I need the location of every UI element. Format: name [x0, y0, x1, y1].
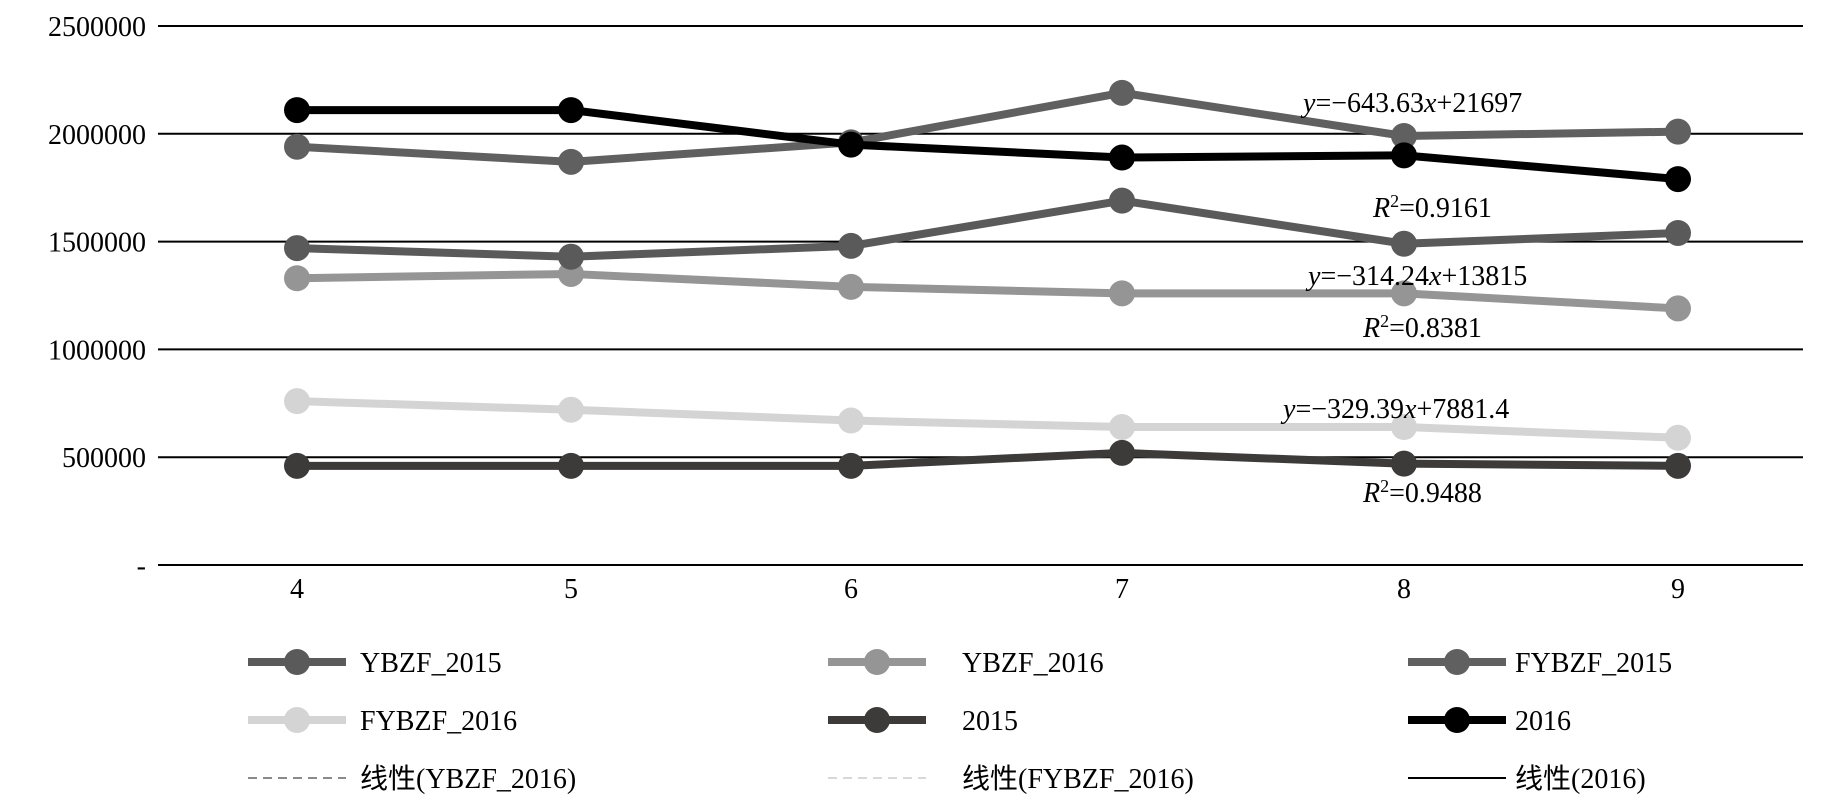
legend-item-2015: 2015	[828, 706, 1018, 737]
series-2016	[284, 97, 1691, 193]
data-point-FYBZF_2015-3	[1109, 79, 1135, 106]
data-point-FYBZF_2016-0	[284, 388, 310, 415]
legend-swatch-marker	[1444, 707, 1470, 733]
series-line-FYBZF_2015	[296, 88, 1679, 166]
x-tick-label-2: 6	[844, 574, 858, 605]
y-tick-label-1: 500000	[62, 443, 146, 474]
data-point-2015-1	[558, 452, 584, 479]
legend-label: 线性(2016)	[1515, 763, 1646, 795]
y-tick-label-5: 2500000	[48, 12, 146, 43]
data-point-FYBZF_2015-0	[284, 133, 310, 160]
data-point-2016-3	[1109, 144, 1135, 171]
legend-item-2016: 2016	[1408, 706, 1571, 737]
y-tick-label-3: 1500000	[48, 228, 146, 259]
data-point-FYBZF_2015-1	[558, 148, 584, 175]
legend-label: 线性(FYBZF_2016)	[962, 763, 1194, 795]
x-tick-label-0: 4	[290, 574, 304, 605]
legend-swatch-marker	[864, 649, 890, 675]
series-FYBZF_2015	[284, 79, 1691, 175]
data-point-FYBZF_2015-4	[1391, 122, 1417, 149]
grid-lines	[158, 25, 1803, 566]
legend-item-线性(FYBZF_2016): 线性(FYBZF_2016)	[828, 763, 1194, 795]
trend-r2-fybzf-2016: R2=0.9488	[1362, 476, 1482, 509]
x-axis: 4 5 6 7 8 9	[290, 574, 1685, 605]
legend-label: 线性(YBZF_2016)	[360, 763, 576, 795]
data-point-YBZF_2015-4	[1391, 230, 1417, 257]
trend-r2-ybzf-2016: R2=0.8381	[1362, 311, 1482, 344]
trendline-annotations: y=−643.63x+21697 R2=0.9161 y=−314.24x+13…	[1280, 88, 1527, 509]
data-point-2015-5	[1665, 452, 1691, 479]
legend-swatch-marker	[284, 649, 310, 675]
legend-label: YBZF_2016	[962, 648, 1104, 679]
legend-item-FYBZF_2015: FYBZF_2015	[1408, 648, 1672, 679]
data-point-YBZF_2015-5	[1665, 219, 1691, 246]
series-line-YBZF_2015	[296, 196, 1679, 261]
series-YBZF_2015	[284, 187, 1691, 270]
y-tick-label-2: 1000000	[48, 335, 146, 366]
series-line-2015	[297, 448, 1679, 470]
data-point-FYBZF_2016-4	[1391, 414, 1417, 441]
data-point-YBZF_2015-0	[284, 235, 310, 262]
series-group	[284, 79, 1691, 479]
data-point-FYBZF_2016-1	[558, 396, 584, 423]
x-tick-label-3: 7	[1115, 574, 1129, 605]
series-2015	[284, 439, 1691, 479]
series-line-YBZF_2016	[296, 269, 1679, 313]
series-line-2016	[297, 106, 1679, 184]
data-point-2015-0	[284, 452, 310, 479]
data-point-YBZF_2016-3	[1109, 280, 1135, 307]
data-point-FYBZF_2016-2	[838, 407, 864, 434]
legend-swatch-marker	[1444, 649, 1470, 675]
x-tick-label-1: 5	[564, 574, 578, 605]
legend-label: YBZF_2015	[360, 648, 502, 679]
legend-item-FYBZF_2016: FYBZF_2016	[248, 706, 517, 737]
data-point-FYBZF_2015-5	[1665, 118, 1691, 145]
data-point-YBZF_2016-2	[838, 273, 864, 300]
data-point-2016-1	[558, 97, 584, 124]
legend-swatch-marker	[284, 707, 310, 733]
y-axis: - 500000 1000000 1500000 2000000 2500000	[48, 12, 146, 582]
legend-label: 2015	[962, 706, 1018, 737]
series-FYBZF_2016	[284, 388, 1691, 451]
data-point-2015-3	[1109, 439, 1135, 466]
y-tick-label-4: 2000000	[48, 120, 146, 151]
trend-equation-fybzf-2016: y=−329.39x+7881.4	[1280, 394, 1509, 425]
data-point-FYBZF_2016-3	[1109, 414, 1135, 441]
trend-equation-2016: y=−643.63x+21697	[1300, 88, 1522, 119]
data-point-2016-5	[1665, 166, 1691, 193]
trend-equation-ybzf-2016: y=−314.24x+13815	[1305, 261, 1527, 292]
legend-swatch-marker	[864, 707, 890, 733]
data-point-2016-0	[284, 97, 310, 124]
data-point-YBZF_2016-5	[1665, 295, 1691, 322]
data-point-YBZF_2015-1	[558, 243, 584, 270]
legend-item-线性(YBZF_2016): 线性(YBZF_2016)	[248, 763, 576, 795]
legend-item-线性(2016): 线性(2016)	[1408, 763, 1646, 795]
data-point-2015-2	[838, 452, 864, 479]
legend-label: 2016	[1515, 706, 1571, 737]
data-point-2016-2	[838, 131, 864, 158]
data-point-YBZF_2016-0	[284, 265, 310, 292]
data-point-YBZF_2016-4	[1391, 280, 1417, 307]
series-line-FYBZF_2016	[296, 397, 1679, 442]
legend-label: FYBZF_2015	[1515, 648, 1672, 679]
x-tick-label-4: 8	[1397, 574, 1411, 605]
data-point-YBZF_2015-2	[838, 232, 864, 259]
legend: YBZF_2015 YBZF_2016 FYBZF_2015 FYBZF_2016 20…	[248, 648, 1672, 795]
data-point-YBZF_2015-3	[1109, 187, 1135, 214]
legend-item-YBZF_2016: YBZF_2016	[828, 648, 1104, 679]
legend-item-YBZF_2015: YBZF_2015	[248, 648, 502, 679]
legend-label: FYBZF_2016	[360, 706, 517, 737]
data-point-FYBZF_2016-5	[1665, 424, 1691, 451]
x-tick-label-5: 9	[1671, 574, 1685, 605]
series-YBZF_2016	[284, 260, 1691, 322]
y-tick-label-0: -	[137, 551, 146, 582]
trend-r2-2016: R2=0.9161	[1372, 191, 1492, 224]
data-point-2015-4	[1391, 450, 1417, 477]
data-point-2016-4	[1391, 142, 1417, 169]
